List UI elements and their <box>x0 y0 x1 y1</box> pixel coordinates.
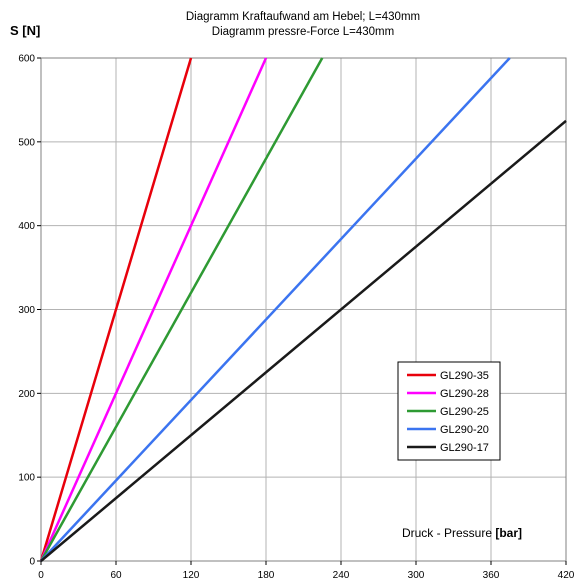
series-lines <box>39 57 567 562</box>
x-tick-label: 60 <box>110 570 122 581</box>
y-tick-label: 400 <box>18 221 35 232</box>
legend: GL290-35 GL290-28 GL290-25 GL290-20 GL290-17 <box>397 361 501 461</box>
y-tick-labels: 0 100 200 300 400 500 600 <box>18 54 41 568</box>
x-axis-label: Druck - Pressure [bar] <box>402 526 522 540</box>
y-tick-label: 600 <box>18 54 35 65</box>
series-line <box>40 119 567 562</box>
series-line <box>39 57 324 562</box>
series-line <box>39 57 193 562</box>
x-tick-label: 240 <box>333 570 350 581</box>
legend-label: GL290-17 <box>440 442 489 454</box>
series-line <box>40 57 511 562</box>
x-tick-label: 300 <box>408 570 425 581</box>
x-axis-label-unit: [bar] <box>495 526 522 540</box>
x-tick-label: 180 <box>258 570 275 581</box>
y-tick-label: 0 <box>29 557 35 568</box>
y-axis-label: S [N] <box>10 23 40 38</box>
y-tick-label: 500 <box>18 137 35 148</box>
x-tick-labels: 0 60 120 180 240 300 360 420 <box>38 561 575 581</box>
y-tick-label: 100 <box>18 473 35 484</box>
y-tick-label: 200 <box>18 389 35 400</box>
x-tick-label: 120 <box>183 570 200 581</box>
x-axis-label-text: Druck - Pressure <box>402 526 495 540</box>
x-tick-label: 360 <box>483 570 500 581</box>
x-tick-label: 0 <box>38 570 44 581</box>
x-tick-label: 420 <box>558 570 575 581</box>
legend-label: GL290-35 <box>440 370 489 382</box>
chart-title: Diagramm Kraftaufwand am Hebel; L=430mm <box>186 11 420 23</box>
legend-label: GL290-25 <box>440 406 489 418</box>
legend-label: GL290-20 <box>440 424 489 436</box>
legend-label: GL290-28 <box>440 388 489 400</box>
series-line <box>39 57 268 562</box>
chart-subtitle: Diagramm pressre-Force L=430mm <box>212 26 394 38</box>
y-tick-label: 300 <box>18 305 35 316</box>
gridlines <box>41 58 566 561</box>
